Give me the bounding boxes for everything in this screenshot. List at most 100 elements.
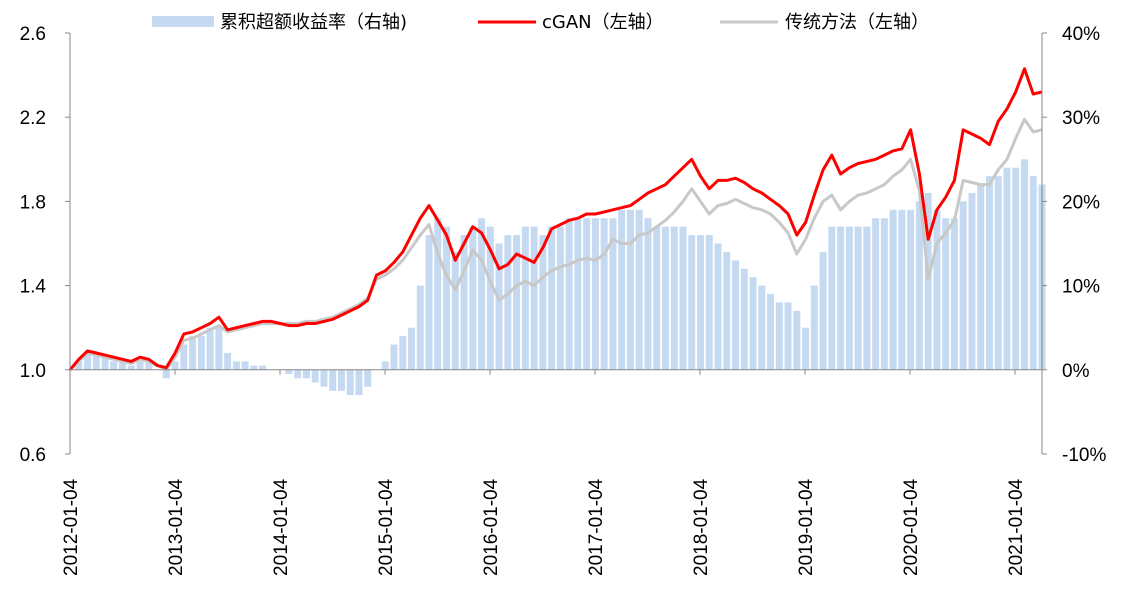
excess-return-bar	[145, 361, 153, 370]
excess-return-bar	[434, 218, 442, 370]
excess-return-bar	[259, 365, 267, 370]
excess-return-bar	[583, 218, 591, 370]
excess-return-bar	[84, 352, 92, 370]
legend-label-cgan: cGAN（左轴）	[542, 12, 664, 33]
excess-return-bar	[530, 226, 538, 370]
excess-return-bar	[880, 218, 888, 370]
excess-return-bar	[136, 361, 144, 370]
legend-label-excess: 累积超额收益率（右轴)	[220, 12, 407, 33]
lines	[68, 67, 1043, 372]
left-tick-label: 2.2	[20, 108, 46, 129]
left-tick-label: 2.6	[20, 24, 46, 45]
excess-return-bar	[793, 310, 801, 370]
excess-return-bar	[329, 369, 337, 391]
excess-return-bar	[197, 336, 205, 370]
excess-return-bar	[723, 251, 731, 370]
excess-return-bar	[609, 218, 617, 370]
excess-return-bar	[1020, 159, 1028, 370]
x-tick-label: 2020-01-04	[901, 478, 922, 576]
excess-return-bar	[1003, 167, 1011, 370]
right-tick-label: 30%	[1062, 108, 1100, 129]
excess-return-bar	[294, 369, 302, 379]
excess-return-bar	[539, 235, 547, 370]
excess-return-bar	[591, 218, 599, 370]
excess-return-bar	[548, 226, 556, 370]
excess-return-bar	[767, 294, 775, 370]
excess-return-bar	[845, 226, 853, 370]
excess-return-bar	[75, 361, 83, 370]
excess-return-bar	[889, 209, 897, 370]
excess-return-bar	[469, 226, 477, 370]
excess-return-bar	[460, 235, 468, 370]
legend: 累积超额收益率（右轴) cGAN（左轴） 传统方法（左轴）	[152, 12, 929, 33]
excess-return-bar	[504, 235, 512, 370]
excess-return-bar	[653, 226, 661, 370]
excess-return-bar	[837, 226, 845, 370]
excess-return-bar	[644, 218, 652, 370]
x-tick-label: 2019-01-04	[796, 478, 817, 576]
excess-return-bar	[740, 268, 748, 370]
excess-return-bar	[355, 369, 363, 396]
excess-return-bar	[950, 218, 958, 370]
excess-return-bar	[451, 251, 459, 370]
excess-return-bar	[215, 327, 223, 370]
excess-return-bar	[819, 251, 827, 370]
excess-return-bar	[311, 369, 319, 383]
excess-return-bar	[285, 369, 293, 375]
x-tick-label: 2014-01-04	[271, 478, 292, 576]
excess-return-bar	[337, 369, 345, 391]
left-tick-label: 1.4	[20, 277, 47, 298]
right-tick-label: 10%	[1062, 277, 1100, 298]
traditional-line	[68, 117, 1043, 372]
excess-return-bar	[898, 209, 906, 370]
excess-return-bar	[565, 218, 573, 370]
excess-return-bar	[162, 369, 170, 379]
excess-return-bar	[696, 235, 704, 370]
excess-return-bar	[670, 226, 678, 370]
excess-return-bar	[110, 361, 118, 370]
left-tick-label: 1.8	[20, 192, 46, 213]
excess-return-bar	[618, 209, 626, 370]
excess-return-bar	[1012, 167, 1020, 370]
excess-return-bar	[250, 365, 258, 370]
excess-return-bar	[933, 209, 941, 370]
excess-return-bar	[688, 235, 696, 370]
excess-return-bar	[915, 201, 923, 370]
x-tick-label: 2018-01-04	[691, 478, 712, 576]
excess-return-bar	[942, 218, 950, 370]
excess-return-bar	[486, 226, 494, 370]
excess-return-bar	[513, 235, 521, 370]
legend-swatch-excess	[152, 16, 214, 27]
excess-return-bar	[556, 226, 564, 370]
x-tick-label: 2016-01-04	[481, 478, 502, 576]
excess-return-bar	[626, 209, 634, 370]
excess-return-bar	[381, 361, 389, 370]
excess-return-bar	[180, 344, 188, 370]
excess-return-bar	[775, 302, 783, 370]
excess-return-bar	[364, 369, 372, 387]
excess-return-bar	[390, 344, 398, 370]
excess-return-bar	[408, 327, 416, 370]
excess-return-bar	[1029, 176, 1037, 370]
excess-return-bar	[206, 327, 214, 370]
excess-return-bar	[661, 226, 669, 370]
x-tick-label: 2012-01-04	[61, 478, 82, 576]
x-tick-label: 2021-01-04	[1006, 478, 1027, 576]
excess-return-bar	[863, 226, 871, 370]
excess-return-bar	[171, 361, 179, 370]
excess-return-bar	[635, 209, 643, 370]
excess-return-bar	[241, 361, 249, 370]
excess-return-bar	[959, 201, 967, 370]
excess-return-bar	[399, 336, 407, 370]
excess-return-bar	[127, 365, 135, 370]
excess-return-bar	[600, 218, 608, 370]
excess-return-bar	[346, 369, 354, 396]
excess-return-bar	[872, 218, 880, 370]
excess-return-bar	[828, 226, 836, 370]
excess-return-bar	[758, 285, 766, 370]
right-tick-label: 40%	[1062, 24, 1100, 45]
excess-return-bar	[679, 226, 687, 370]
excess-return-bar	[101, 357, 109, 370]
axes: 0.6 1.0 1.4 1.8 2.2 2.6 -10% 0% 10% 20% 30% 40% 2012…	[20, 24, 1107, 576]
